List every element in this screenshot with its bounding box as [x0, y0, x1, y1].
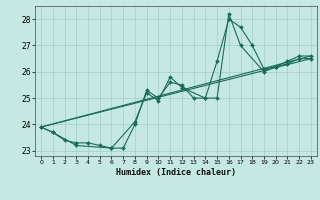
X-axis label: Humidex (Indice chaleur): Humidex (Indice chaleur) — [116, 168, 236, 177]
